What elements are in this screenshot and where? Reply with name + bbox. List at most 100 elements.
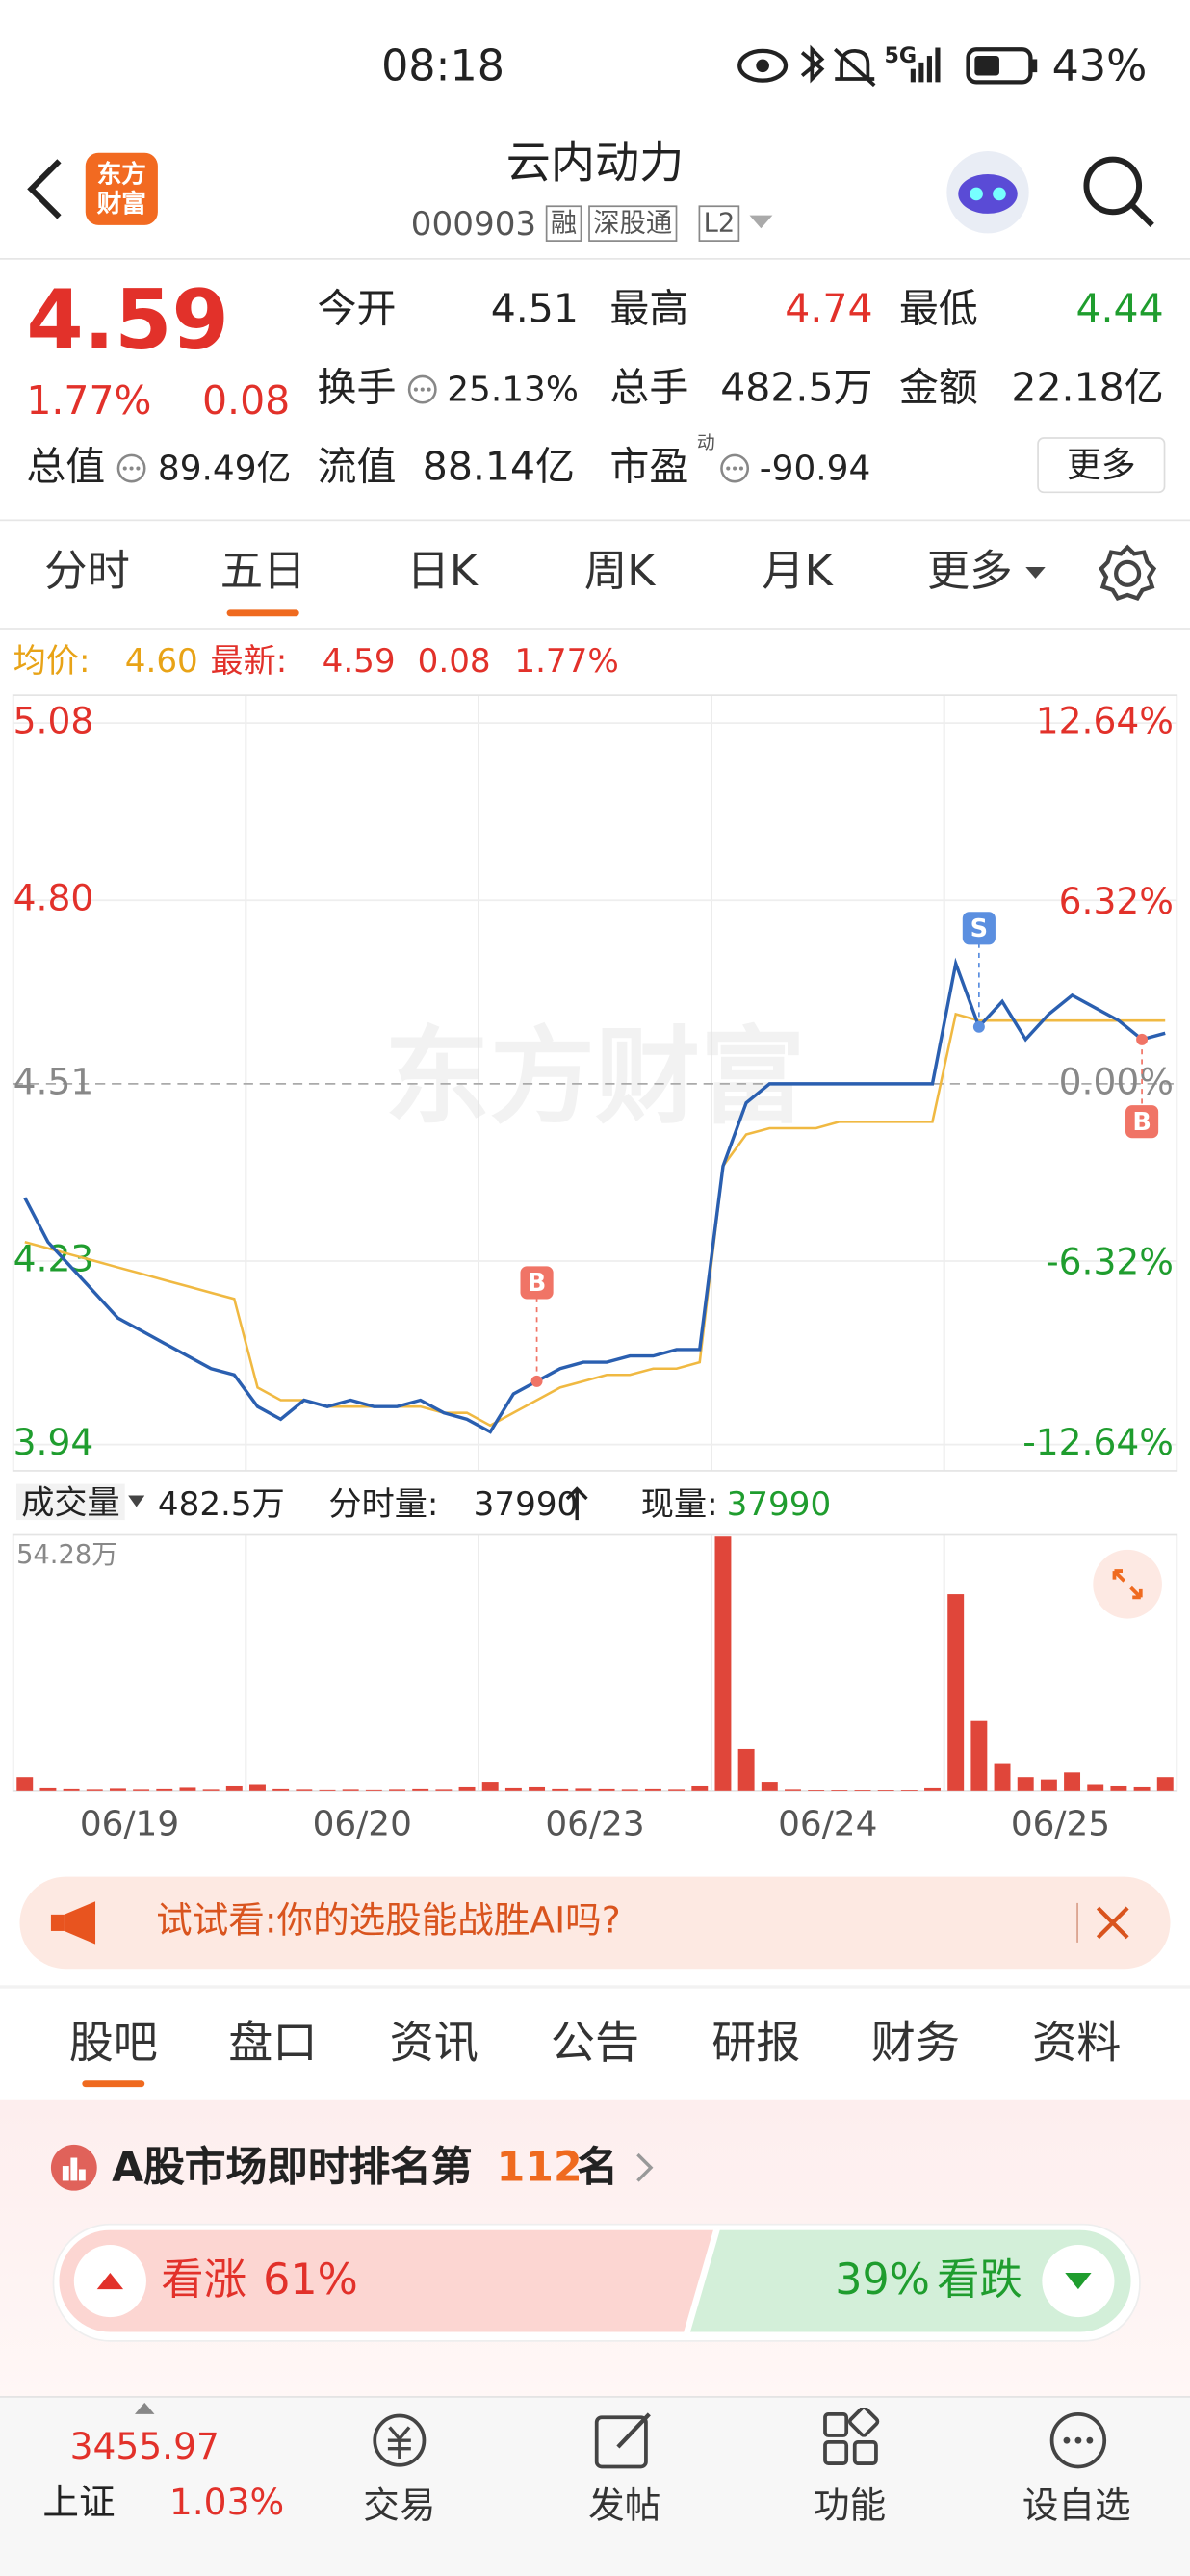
stat-value: -90.94 xyxy=(759,449,871,489)
settings-button[interactable] xyxy=(1098,544,1157,603)
stat-label: 换手 xyxy=(317,364,397,411)
stat-value: 4.44 xyxy=(1075,286,1164,332)
volume-bar xyxy=(1017,1777,1034,1791)
bearish-button[interactable] xyxy=(1041,2243,1117,2319)
volume-bar xyxy=(296,1789,313,1791)
avg-value: 4.60 xyxy=(124,640,198,681)
bearish-value: 39% xyxy=(835,2255,930,2306)
ranking-icon xyxy=(50,2144,97,2191)
banner-text: 试试看:你的选股能战胜AI吗? xyxy=(156,1901,621,1943)
volume-frame xyxy=(12,1533,1178,1792)
divider xyxy=(0,519,1190,522)
volume-bar xyxy=(691,1785,709,1791)
network: 5G xyxy=(884,44,918,69)
tab-indicator xyxy=(82,2080,145,2088)
y-tick-label: 4.51 xyxy=(13,1060,94,1102)
caret xyxy=(134,2402,155,2414)
back-button[interactable] xyxy=(23,158,69,220)
nav-item[interactable]: 功能 xyxy=(814,2486,887,2528)
last-label: 最新: xyxy=(210,640,288,681)
separator xyxy=(1076,1902,1078,1943)
volume-bar xyxy=(1087,1784,1104,1791)
stat-value: 4.74 xyxy=(785,286,873,332)
stat-label: 总手 xyxy=(609,364,689,411)
volume-bar xyxy=(86,1789,103,1791)
info-icon[interactable] xyxy=(116,451,148,484)
volume-bar xyxy=(644,1788,661,1791)
dropdown-icon[interactable] xyxy=(748,214,774,230)
stat-value: 88.14亿 xyxy=(422,443,576,490)
trade-icon xyxy=(373,2413,427,2467)
period-tab[interactable]: 日K xyxy=(406,547,478,597)
content-tab[interactable]: 资讯 xyxy=(389,2018,479,2070)
post-icon xyxy=(594,2412,651,2469)
content-tab[interactable]: 财务 xyxy=(870,2018,960,2070)
stat-label: 总值 xyxy=(26,443,106,490)
volume-label[interactable]: 成交量 xyxy=(16,1483,125,1521)
stat-label: 流值 xyxy=(317,443,397,490)
price-line xyxy=(23,957,1166,1434)
nav-item[interactable]: 设自选 xyxy=(1022,2486,1131,2528)
content-tab[interactable]: 公告 xyxy=(550,2018,640,2070)
volume-bar xyxy=(156,1788,173,1791)
index-pct[interactable]: 1.03% xyxy=(168,2483,285,2525)
robot-avatar[interactable] xyxy=(944,148,1032,237)
volume-bar xyxy=(598,1788,615,1791)
period-tab[interactable]: 周K xyxy=(583,547,656,597)
nav-item[interactable]: 发帖 xyxy=(588,2486,661,2528)
status-time: 08:18 xyxy=(381,42,504,92)
nav-item[interactable]: 交易 xyxy=(363,2486,436,2528)
annotation-badge xyxy=(520,1266,554,1300)
index-name[interactable]: 上证 xyxy=(42,2483,116,2525)
annotation-dot xyxy=(1136,1033,1149,1045)
ranking-value: 112 xyxy=(496,2143,582,2191)
volume-bar xyxy=(272,1788,290,1791)
banner[interactable] xyxy=(19,1876,1171,1970)
logo-text: 东方财富 xyxy=(96,159,146,219)
y2-tick-label: 6.32% xyxy=(1059,880,1174,922)
volume-bar xyxy=(714,1536,732,1791)
y-tick-label: 54.28万 xyxy=(16,1540,117,1570)
tick-volume: 37990 xyxy=(473,1483,579,1524)
annotation-dot xyxy=(972,1020,985,1033)
content-tab-active[interactable]: 股吧 xyxy=(68,2018,158,2070)
bullish-label: 看涨 xyxy=(161,2255,247,2306)
volume-bar xyxy=(63,1788,80,1791)
info-icon[interactable] xyxy=(406,374,439,406)
speaker-icon xyxy=(50,1901,96,1945)
y-tick-label: 4.80 xyxy=(13,877,94,919)
volume-bar xyxy=(179,1787,196,1791)
period-tab[interactable]: 更多 xyxy=(926,547,1013,597)
volume-bar xyxy=(109,1788,126,1791)
content-tab[interactable]: 盘口 xyxy=(228,2018,318,2070)
info-icon[interactable] xyxy=(718,451,751,484)
period-tab[interactable]: 分时 xyxy=(44,547,130,597)
close-button[interactable] xyxy=(1095,1905,1131,1942)
content-tab[interactable]: 资料 xyxy=(1032,2018,1122,2070)
status-icons xyxy=(737,44,1038,88)
volume-bar xyxy=(249,1784,266,1791)
stock-code: 000903 xyxy=(410,203,537,244)
annotation-dot xyxy=(530,1375,543,1387)
volume-bar xyxy=(412,1788,429,1791)
change: 0.08 xyxy=(201,377,291,425)
stat-value: 25.13% xyxy=(447,370,579,410)
volume-bar xyxy=(761,1782,778,1791)
expand-button[interactable] xyxy=(1092,1548,1164,1620)
index-value[interactable]: 3455.97 xyxy=(69,2427,220,2469)
function-icon xyxy=(823,2408,880,2465)
volume-bar xyxy=(504,1787,522,1791)
more-button[interactable]: 更多 xyxy=(1037,437,1166,494)
period-tab[interactable]: 月K xyxy=(762,547,833,597)
volume-bar xyxy=(994,1763,1011,1791)
divider xyxy=(0,628,1190,630)
volume-bar xyxy=(947,1594,965,1791)
avg-label: 均价: xyxy=(13,640,91,681)
search-button[interactable] xyxy=(1078,151,1157,230)
bullish-button[interactable] xyxy=(72,2243,148,2319)
chevron[interactable] xyxy=(634,2151,654,2184)
content-tab[interactable]: 研报 xyxy=(711,2018,801,2070)
period-tab-active[interactable]: 五日 xyxy=(220,547,306,597)
